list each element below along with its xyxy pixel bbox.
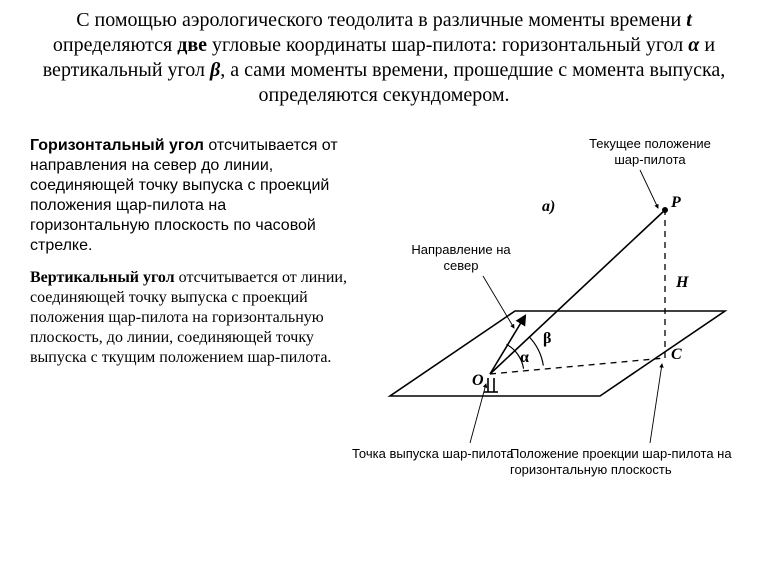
top-post: , а сами моменты времени, прошедшие с мо… [220,59,725,106]
left-column: Горизонтальный угол отсчитывается от нап… [30,136,350,496]
horiz-para: Горизонтальный угол отсчитывается от нап… [30,136,350,256]
horiz-rest: отсчитывается от направления на север до… [30,137,338,254]
top-dve: две [177,34,207,56]
vert-para: Вертикальный угол отсчитывается от линии… [30,268,350,368]
diagram-area: Текущее положение шар-пилота Направление… [360,136,738,496]
geometry-diagram [360,136,740,486]
columns: Горизонтальный угол отсчитывается от нап… [30,136,738,496]
top-beta: β [210,59,220,81]
top-paragraph: С помощью аэрологического теодолита в ра… [30,8,738,108]
top-mid1: определяются [53,34,177,56]
horiz-lead: Горизонтальный угол [30,137,204,154]
top-alpha: α [688,34,699,56]
top-pre: С помощью аэрологического теодолита в ра… [76,9,686,31]
top-mid2: угловые координаты шар-пилота: горизонта… [207,34,688,56]
page: С помощью аэрологического теодолита в ра… [0,0,768,576]
vert-lead: Вертикальный угол [30,269,175,286]
top-t: t [686,9,692,31]
